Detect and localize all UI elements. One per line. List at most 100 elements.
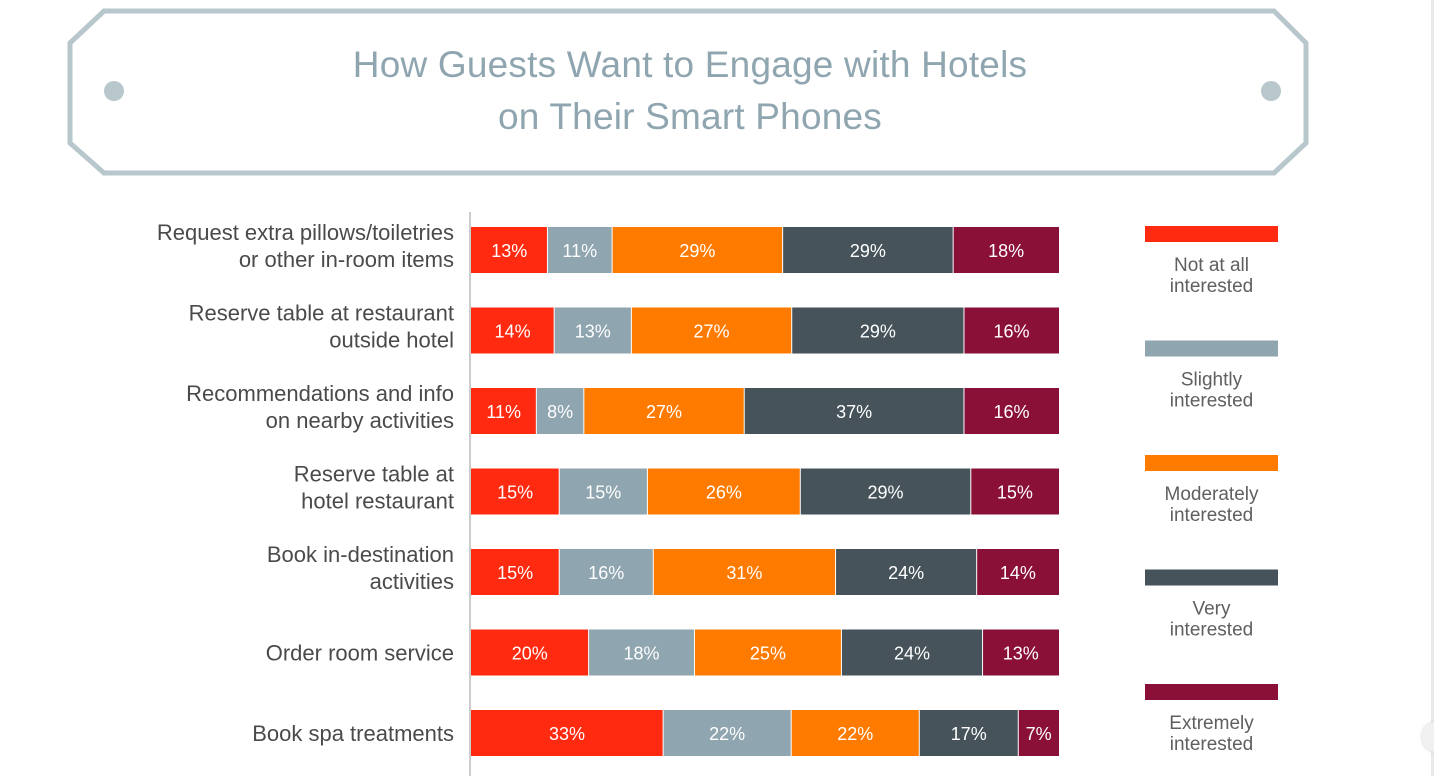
legend-swatch: [1145, 569, 1278, 586]
data-label: 24%: [894, 644, 930, 664]
bar-segment: [559, 549, 654, 595]
category-label: Book in-destination: [267, 542, 454, 567]
data-label: 16%: [588, 563, 624, 583]
legend-label: Slightly: [1181, 370, 1243, 391]
data-label: 22%: [709, 724, 745, 744]
bar-segment: [953, 227, 1059, 273]
side-scroll-handle[interactable]: [1422, 722, 1434, 752]
bar-segment: [647, 468, 801, 515]
bar-segment: [583, 388, 745, 434]
data-label: 11%: [562, 241, 597, 261]
data-label: 11%: [486, 402, 521, 422]
bar-segment: [976, 549, 1059, 595]
data-label: 16%: [993, 402, 1029, 422]
bar-segment: [782, 227, 954, 273]
legend-label: Very: [1192, 599, 1231, 620]
legend-label: interested: [1170, 276, 1253, 297]
bar-segment: [694, 629, 842, 676]
bar-segment: [471, 227, 548, 273]
data-label: 17%: [951, 724, 987, 744]
legend-label: interested: [1170, 391, 1253, 412]
category-label: Request extra pillows/toiletries: [157, 220, 454, 245]
data-label: 24%: [888, 563, 924, 583]
legend-label: interested: [1170, 505, 1253, 526]
bar-segment: [471, 468, 560, 515]
data-label: 33%: [549, 724, 585, 744]
bar-segment: [791, 307, 964, 354]
category-label: Order room service: [266, 641, 454, 666]
data-label: 27%: [694, 322, 730, 342]
window-right-edge: [1431, 0, 1434, 776]
data-label: 29%: [860, 322, 896, 342]
bar-segment: [471, 388, 537, 434]
bar-segment: [744, 388, 964, 434]
bar-segment: [554, 307, 632, 354]
bar-segment: [612, 227, 783, 273]
legend-swatch: [1145, 226, 1278, 242]
category-label: Book spa treatments: [252, 721, 454, 746]
legend-swatch: [1145, 340, 1278, 357]
bar-segment: [963, 307, 1059, 354]
category-label: or other in-room items: [239, 247, 454, 272]
data-label: 29%: [868, 483, 904, 503]
bar-segment: [919, 710, 1019, 756]
category-label: Reserve table at: [294, 462, 454, 487]
bar-segment: [471, 549, 560, 595]
data-label: 31%: [726, 563, 762, 583]
title-banner-dot-left: [104, 81, 124, 101]
legend-label: interested: [1170, 734, 1253, 755]
chart-title-line-1: How Guests Want to Engage with Hotels: [352, 44, 1028, 85]
category-label: activities: [370, 569, 454, 594]
data-label: 15%: [497, 563, 533, 583]
bar-segment: [471, 629, 589, 676]
data-label: 13%: [491, 241, 527, 261]
data-label: 14%: [495, 322, 531, 342]
legend-label: Moderately: [1165, 484, 1259, 505]
data-label: 29%: [850, 241, 886, 261]
data-label: 15%: [997, 483, 1033, 503]
chart-title-line-2: on Their Smart Phones: [498, 96, 882, 137]
bar-segment: [1018, 710, 1059, 756]
data-label: 27%: [646, 402, 682, 422]
data-label: 29%: [679, 241, 715, 261]
data-label: 18%: [988, 241, 1024, 261]
bar-segment: [835, 549, 977, 595]
data-label: 18%: [624, 644, 660, 664]
data-label: 7%: [1026, 724, 1052, 744]
bar-segment: [982, 629, 1059, 676]
bar-segment: [970, 468, 1059, 515]
data-label: 13%: [1003, 644, 1039, 664]
data-label: 16%: [993, 322, 1029, 342]
legend-swatch: [1145, 455, 1278, 471]
data-label: 22%: [837, 724, 873, 744]
bar-segment: [800, 468, 971, 515]
bar-segment: [791, 710, 920, 756]
data-label: 20%: [512, 644, 548, 664]
data-label: 26%: [706, 483, 742, 503]
bar-segment: [963, 388, 1059, 434]
data-label: 15%: [585, 483, 621, 503]
category-label: on nearby activities: [266, 408, 454, 433]
bar-segment: [631, 307, 792, 354]
data-label: 8%: [547, 402, 573, 422]
bar-segment: [471, 710, 664, 756]
data-label: 13%: [575, 322, 611, 342]
bar-segment: [547, 227, 613, 273]
category-label: outside hotel: [329, 328, 454, 353]
bar-segment: [471, 307, 555, 354]
bar-segment: [536, 388, 584, 434]
legend-swatch: [1145, 684, 1278, 700]
bar-segment: [841, 629, 983, 676]
bar-segment: [653, 549, 836, 595]
bar-segment: [588, 629, 695, 676]
legend-label: interested: [1170, 620, 1253, 641]
legend-label: Not at all: [1174, 255, 1249, 276]
bar-segment: [663, 710, 792, 756]
data-label: 15%: [497, 483, 533, 503]
category-label: hotel restaurant: [301, 489, 454, 514]
title-banner-dot-right: [1261, 81, 1281, 101]
data-label: 25%: [750, 644, 786, 664]
category-label: Recommendations and info: [186, 381, 454, 406]
title-frame: [67, 8, 1309, 176]
